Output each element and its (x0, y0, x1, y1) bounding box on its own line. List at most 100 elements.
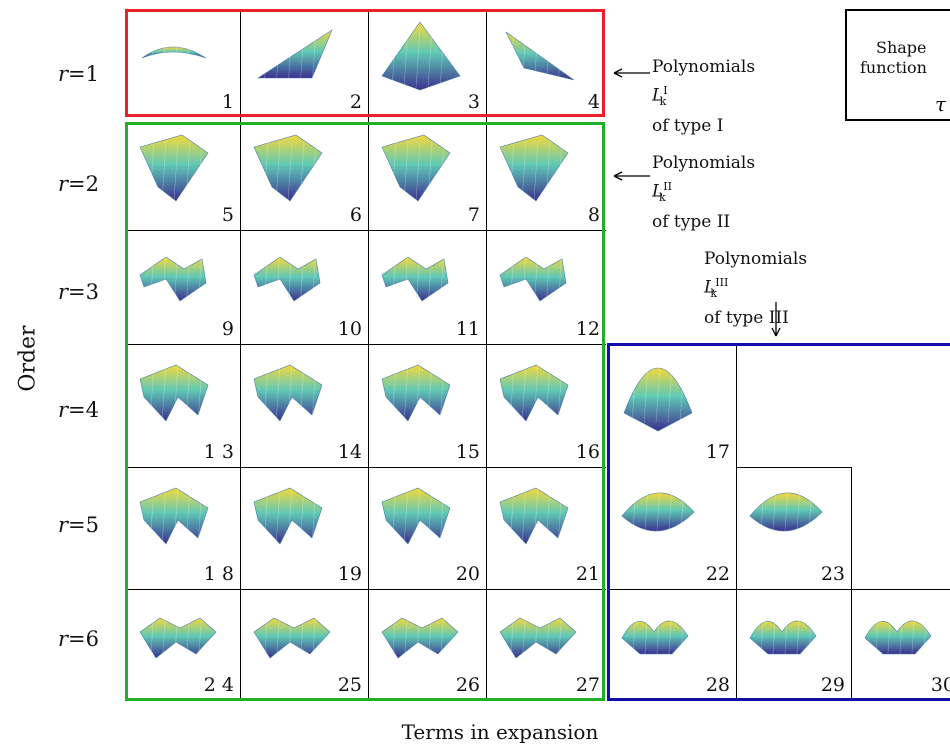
mesh-line (545, 248, 551, 310)
mesh-line (439, 27, 445, 89)
mesh-line (807, 485, 813, 547)
mesh-line (197, 607, 203, 669)
mesh-line (161, 362, 167, 424)
mesh-line (197, 248, 203, 310)
shape-function-plot (139, 362, 209, 424)
mesh-line (655, 607, 661, 669)
row-label-r4: r=4 (58, 398, 100, 422)
mesh-line (287, 362, 293, 424)
shape-function-plot (621, 485, 695, 547)
term-number: 8 (587, 204, 600, 226)
mesh-line (185, 248, 191, 310)
mesh-line (311, 485, 317, 547)
shape-function-plot (381, 607, 459, 669)
mesh-line (311, 140, 317, 202)
shape-function-plot (253, 134, 323, 202)
surface-mesh (749, 492, 823, 532)
mesh-line (161, 485, 167, 547)
legend-shape-label: Shape (876, 38, 927, 57)
mesh-line (391, 607, 397, 669)
surface-mesh (749, 620, 817, 655)
term-number: 17 (705, 441, 730, 463)
mesh-line (545, 27, 551, 89)
mesh-line (173, 248, 179, 310)
mesh-line (149, 27, 155, 89)
mesh-line (439, 485, 445, 547)
mesh-line (197, 27, 203, 89)
mesh-line (631, 607, 637, 669)
grid-line (486, 10, 487, 700)
term-number: 29 (820, 674, 845, 696)
term-number: 27 (575, 674, 600, 696)
mesh-line (783, 607, 789, 669)
mesh-line (427, 362, 433, 424)
mesh-line (631, 485, 637, 547)
term-number: 2 (349, 91, 362, 113)
shape-function-plot (141, 27, 207, 89)
mesh-line (509, 607, 515, 669)
grid-line (126, 589, 606, 590)
grid-line (240, 10, 241, 700)
term-number: 9 (221, 318, 234, 340)
term-number: 30 (930, 674, 950, 696)
term-number: 20 (455, 563, 480, 585)
mesh-line (557, 607, 563, 669)
mesh-line (667, 485, 673, 547)
mesh-line (874, 607, 880, 669)
mesh-line (287, 27, 293, 89)
mesh-line (263, 607, 269, 669)
mesh-line (391, 140, 397, 202)
mesh-line (427, 248, 433, 310)
mesh-line (795, 607, 801, 669)
mesh-line (185, 485, 191, 547)
mesh-line (679, 607, 685, 669)
surface-mesh (381, 256, 449, 302)
term-number: 25 (337, 674, 362, 696)
surface-mesh (253, 617, 331, 659)
mesh-line (299, 27, 305, 89)
mesh-line (149, 140, 155, 202)
mesh-line (898, 607, 904, 669)
mesh-line (263, 140, 269, 202)
mesh-line (439, 248, 445, 310)
type-iii-group-box (607, 343, 950, 701)
mesh-line (149, 485, 155, 547)
term-number: 26 (455, 674, 480, 696)
mesh-line (545, 362, 551, 424)
surface-mesh (621, 620, 689, 655)
mesh-line (557, 140, 563, 202)
surface-mesh (139, 487, 209, 545)
mesh-line (173, 362, 179, 424)
mesh-line (403, 140, 409, 202)
surface-mesh (499, 487, 569, 545)
shape-function-plot (253, 362, 323, 424)
shape-function-plot (381, 21, 461, 91)
shape-function-plot (253, 607, 331, 669)
mesh-line (185, 607, 191, 669)
x-axis-label: Terms in expansion (401, 720, 599, 744)
mesh-line (287, 607, 293, 669)
mesh-line (161, 607, 167, 669)
mesh-line (533, 140, 539, 202)
arrow-type-i (613, 68, 650, 78)
mesh-line (509, 248, 515, 310)
mesh-line (263, 248, 269, 310)
mesh-line (311, 362, 317, 424)
mesh-line (509, 362, 515, 424)
shape-function-plot (253, 248, 321, 310)
mesh-line (643, 362, 649, 424)
type-i-annotation: Polynomials LIk of type I (652, 57, 756, 137)
mesh-line (299, 607, 305, 669)
mesh-line (185, 140, 191, 202)
mesh-line (521, 140, 527, 202)
mesh-line (545, 485, 551, 547)
mesh-line (545, 607, 551, 669)
term-number: 16 (575, 441, 600, 463)
term-number: 5 (221, 204, 234, 226)
mesh-line (403, 248, 409, 310)
mesh-line (521, 485, 527, 547)
surface-mesh (141, 46, 207, 59)
mesh-line (185, 27, 191, 89)
surface-mesh (381, 617, 459, 659)
shape-function-plot (139, 248, 207, 310)
